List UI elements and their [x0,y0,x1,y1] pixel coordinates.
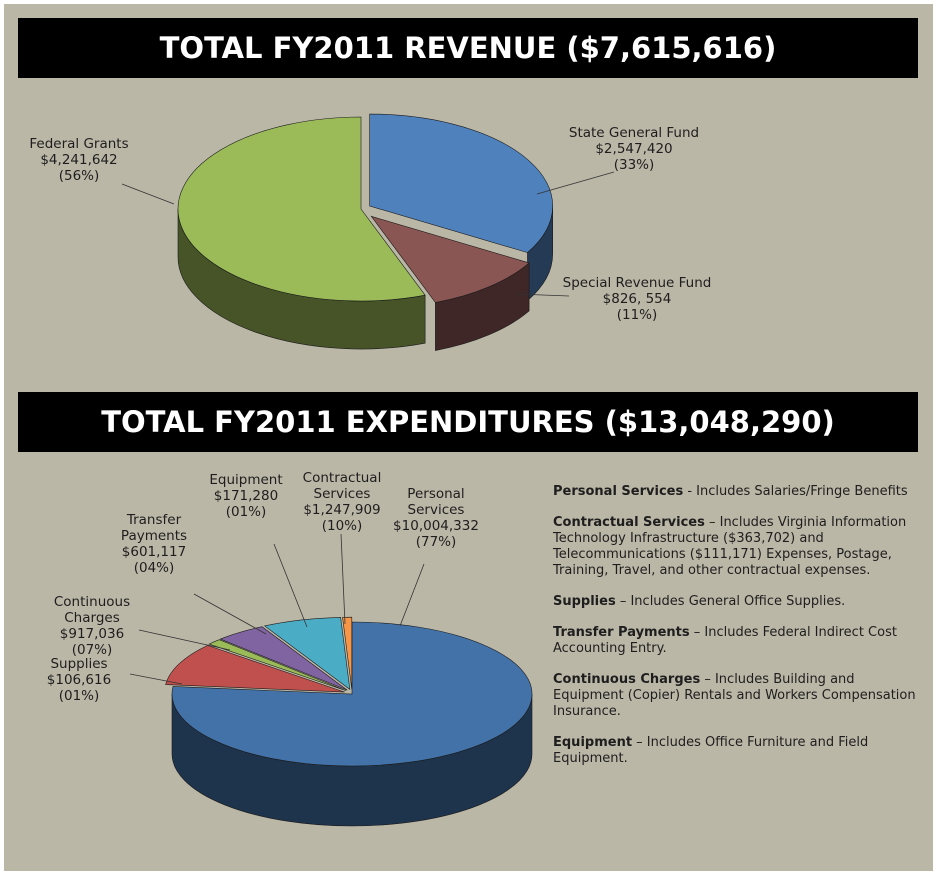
slice-percent: (01%) [58,688,100,704]
chart-title: TOTAL FY2011 REVENUE ($7,615,616) [18,18,918,78]
slice-label: Federal Grants $4,241,642 (56%) [14,136,144,184]
slice-label: Contractual Services $1,247,909 (10%) [297,470,387,534]
pie [177,113,553,351]
slice [342,616,353,690]
slice-label: Equipment $171,280 (01%) [196,472,296,520]
slice-name: State General Fund [568,125,700,141]
slice-name: Continuous Charges [53,594,131,626]
slice [369,113,553,253]
note-text: – Includes Federal Indirect Cost Account… [553,625,897,656]
pie-tops [165,616,533,767]
slice-percent: (11%) [616,307,658,323]
note: Continuous Charges – Includes Building a… [553,672,928,720]
note-term: Personal Services [553,484,684,499]
leader-line [138,629,231,651]
slice-percent: (77%) [415,534,457,550]
note-text: - Includes Salaries/Fringe Benefits [683,484,908,499]
slice-name: Special Revenue Fund [562,275,712,291]
pie-sides [177,206,553,351]
slice-value: $917,036 [59,626,125,642]
note: Personal Services - Includes Salaries/Fr… [553,484,928,500]
chart-title: TOTAL FY2011 EXPENDITURES ($13,048,290) [18,392,918,452]
slice-label: Continuous Charges $917,036 (07%) [42,594,142,658]
slice-percent: (07%) [71,642,113,658]
slice-name: Personal Services [407,486,465,518]
slice-label: Transfer Payments $601,117 (04%) [104,512,204,576]
pie [165,616,533,827]
leader-line [193,593,267,635]
note-text: – Includes General Office Supplies. [615,594,846,609]
slice-percent: (04%) [133,560,175,576]
slice [177,116,426,302]
slice [263,617,351,691]
note-term: Transfer Payments [553,625,690,640]
slice-value: $2,547,420 [595,141,673,157]
note: Transfer Payments – Includes Federal Ind… [553,625,928,657]
slice-value: $826, 554 [602,291,672,307]
leader-line [536,171,615,195]
slice-label: Special Revenue Fund $826, 554 (11%) [552,275,722,323]
slice-name: Federal Grants [29,136,129,152]
pie-tops [177,113,553,303]
slice-value: $106,616 [46,672,112,688]
note-term: Contractual Services [553,515,705,530]
slice [208,639,347,692]
slice-percent: (56%) [58,168,100,184]
note: Supplies – Includes General Office Suppl… [553,594,928,610]
note-text: – Includes Office Furniture and Field Eq… [553,735,869,766]
slice [171,621,533,767]
leader-line [515,293,570,297]
slice-label: Personal Services $10,004,332 (77%) [381,486,491,550]
slice-value: $1,247,909 [303,502,381,518]
note-term: Supplies [553,594,616,609]
slice [370,215,530,303]
slice-label: Supplies $106,616 (01%) [24,656,134,704]
slice-value: $10,004,332 [393,518,479,534]
note-term: Continuous Charges [553,672,701,687]
slice-value: $4,241,642 [40,152,118,168]
slice [165,645,345,693]
leader-line [273,543,308,628]
note-text: – Includes Building and Equipment (Copie… [553,672,916,719]
slice-label: State General Fund $2,547,420 (33%) [554,125,714,173]
note: Equipment – Includes Office Furniture an… [553,735,928,767]
leader-line [399,563,425,627]
slice-name: Transfer Payments [120,512,188,544]
slice-name: Equipment [209,472,283,488]
slice-value: $171,280 [213,488,279,504]
leader-line [121,183,175,205]
leader-line [340,533,346,625]
note-text: – Includes Virginia Information Technolo… [553,515,907,578]
slice-name: Contractual Services [302,470,382,502]
slice-name: Supplies [50,656,108,672]
notes: Personal Services - Includes Salaries/Fr… [553,484,928,782]
leader-line [129,673,183,685]
slice-percent: (01%) [225,504,267,520]
note: Contractual Services – Includes Virginia… [553,515,928,579]
slice-percent: (33%) [613,157,655,173]
slice-value: $601,117 [121,544,187,560]
slice-percent: (10%) [321,518,363,534]
slice [219,626,348,691]
charts [121,113,615,827]
note-term: Equipment [553,735,633,750]
